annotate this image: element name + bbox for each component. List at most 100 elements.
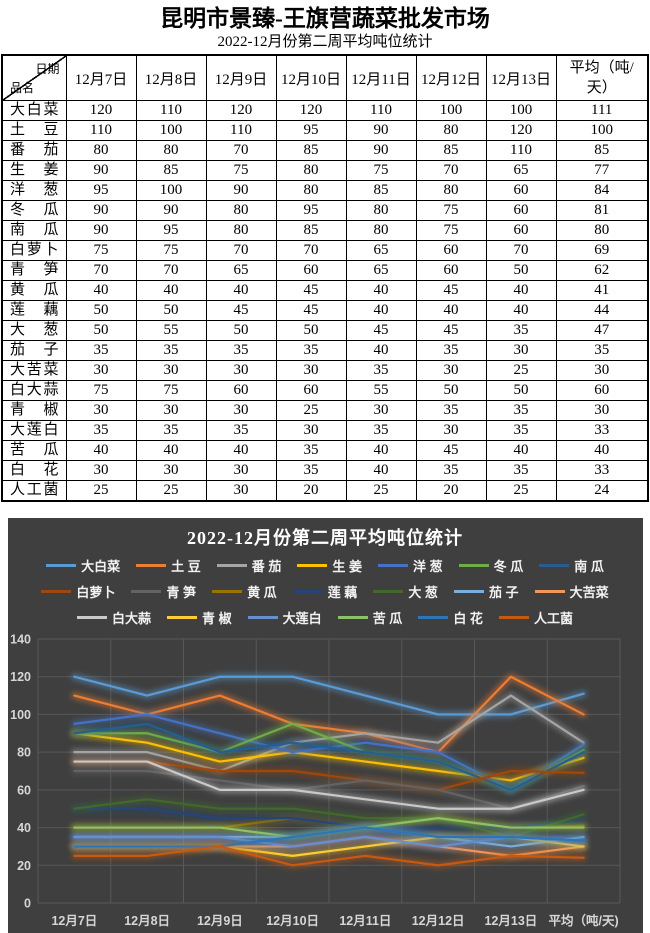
series-line bbox=[72, 845, 585, 867]
value-cell: 30 bbox=[415, 360, 487, 381]
legend-item: 番 茄 bbox=[216, 556, 281, 575]
column-header: 12月9日 bbox=[205, 54, 277, 101]
legend-line-swatch bbox=[216, 564, 247, 567]
value-cell: 30 bbox=[205, 460, 277, 481]
value-cell: 65 bbox=[485, 160, 557, 181]
tonnage-table: 日期 品名 12月7日 12月8日 12月9日 12月10日 12月11日 12月12日 1… bbox=[1, 54, 649, 502]
value-cell: 55 bbox=[345, 380, 417, 401]
value-cell: 95 bbox=[135, 220, 207, 241]
value-cell: 70 bbox=[415, 160, 487, 181]
table-row: 大白菜 120 110 120 120 110 100 100 111 bbox=[1, 100, 649, 121]
chart-plot-area: 0 20 40 60 80 100 120 140 12月7日 12月8日 12月9日 12月10日 1… bbox=[10, 633, 620, 928]
table-row: 白萝卜 75 75 70 70 65 60 70 69 bbox=[1, 240, 649, 261]
value-cell: 30 bbox=[485, 340, 557, 361]
x-axis-tick-label: 12月7日 bbox=[51, 914, 97, 928]
value-cell: 90 bbox=[65, 160, 137, 181]
value-cell: 60 bbox=[485, 220, 557, 241]
legend-row: 白大蒜 青 椒 大莲白 苦 瓜 白 花 人工菌 bbox=[69, 608, 581, 627]
value-cell: 47 bbox=[555, 320, 649, 341]
legend-label: 青 椒 bbox=[202, 611, 232, 626]
table-row: 冬瓜 90 90 80 95 80 75 60 81 bbox=[1, 200, 649, 221]
legend-line-swatch bbox=[247, 616, 278, 619]
column-header: 12月7日 bbox=[65, 54, 137, 101]
value-cell: 30 bbox=[555, 360, 649, 381]
value-cell: 35 bbox=[275, 340, 347, 361]
value-cell: 50 bbox=[415, 380, 487, 401]
value-cell: 45 bbox=[415, 320, 487, 341]
legend-line-swatch bbox=[458, 564, 489, 567]
value-cell: 35 bbox=[415, 460, 487, 481]
value-cell: 45 bbox=[345, 320, 417, 341]
value-cell: 35 bbox=[415, 340, 487, 361]
y-axis-tick-label: 140 bbox=[10, 633, 31, 647]
value-cell: 75 bbox=[135, 240, 207, 261]
value-cell: 35 bbox=[135, 340, 207, 361]
table-body: 大白菜 120 110 120 120 110 100 100 111 土豆 110 100 110 95… bbox=[1, 100, 649, 502]
value-cell: 70 bbox=[485, 240, 557, 261]
value-cell: 30 bbox=[345, 400, 417, 421]
value-cell: 40 bbox=[345, 300, 417, 321]
legend-item: 白萝卜 bbox=[41, 582, 115, 601]
value-cell: 41 bbox=[555, 280, 649, 301]
column-header: 12月8日 bbox=[135, 54, 207, 101]
value-cell: 69 bbox=[555, 240, 649, 261]
x-axis-tick-label: 12月13日 bbox=[484, 914, 537, 928]
value-cell: 35 bbox=[415, 400, 487, 421]
value-cell: 40 bbox=[345, 340, 417, 361]
value-cell: 35 bbox=[555, 340, 649, 361]
value-cell: 45 bbox=[415, 280, 487, 301]
value-cell: 50 bbox=[65, 300, 137, 321]
value-cell: 50 bbox=[65, 320, 137, 341]
legend-item: 黄 瓜 bbox=[212, 582, 277, 601]
value-cell: 40 bbox=[415, 300, 487, 321]
value-cell: 80 bbox=[415, 120, 487, 141]
legend-label: 莲 藕 bbox=[327, 585, 358, 600]
value-cell: 40 bbox=[485, 300, 557, 321]
value-cell: 62 bbox=[555, 260, 649, 281]
value-cell: 81 bbox=[555, 200, 649, 221]
column-header: 12月10日 bbox=[275, 54, 347, 101]
value-cell: 60 bbox=[275, 380, 347, 401]
series-line bbox=[72, 675, 585, 754]
row-name-cell: 大葱 bbox=[1, 320, 67, 341]
legend-item: 青 椒 bbox=[167, 608, 232, 627]
value-cell: 25 bbox=[485, 480, 557, 502]
value-cell: 50 bbox=[485, 380, 557, 401]
chart-legend: 大白菜土 豆番 茄生 姜洋 葱冬 瓜南 瓜白萝卜青 笋黄 瓜莲 藕大 葱茄 子大… bbox=[8, 556, 643, 627]
row-name-cell: 南瓜 bbox=[1, 220, 67, 241]
table-row: 大苦菜 30 30 30 30 35 30 25 30 bbox=[1, 360, 649, 381]
legend-line-swatch bbox=[292, 590, 323, 593]
legend-line-swatch bbox=[534, 590, 565, 593]
value-cell: 40 bbox=[345, 440, 417, 461]
value-cell: 30 bbox=[135, 400, 207, 421]
legend-label: 南 瓜 bbox=[574, 559, 604, 574]
value-cell: 44 bbox=[555, 300, 649, 321]
x-axis-tick-label: 12月11日 bbox=[339, 914, 391, 928]
value-cell: 45 bbox=[275, 280, 347, 301]
value-cell: 90 bbox=[65, 200, 137, 221]
value-cell: 85 bbox=[345, 180, 417, 201]
row-name-cell: 生姜 bbox=[1, 160, 67, 181]
value-cell: 77 bbox=[555, 160, 649, 181]
value-cell: 35 bbox=[485, 460, 557, 481]
value-cell: 35 bbox=[275, 460, 347, 481]
legend-line-swatch bbox=[131, 590, 162, 593]
value-cell: 60 bbox=[415, 240, 487, 261]
value-cell: 30 bbox=[275, 360, 347, 381]
legend-label: 生 姜 bbox=[332, 559, 362, 574]
series-line bbox=[72, 826, 585, 848]
value-cell: 50 bbox=[205, 320, 277, 341]
value-cell: 100 bbox=[485, 100, 557, 121]
legend-row: 白萝卜 青 笋 黄 瓜 莲 藕 大 葱 茄 子 大苦菜 bbox=[33, 582, 616, 601]
value-cell: 90 bbox=[135, 200, 207, 221]
y-axis-tick-label: 60 bbox=[17, 783, 31, 797]
y-axis-tick-label: 0 bbox=[24, 897, 31, 911]
legend-label: 大白菜 bbox=[81, 559, 121, 574]
legend-label: 白 花 bbox=[453, 611, 483, 626]
x-axis-tick-label: 12月9日 bbox=[196, 914, 242, 928]
value-cell: 50 bbox=[275, 320, 347, 341]
value-cell: 120 bbox=[275, 100, 347, 121]
legend-line-swatch bbox=[539, 564, 570, 567]
value-cell: 35 bbox=[275, 440, 347, 461]
chart-title: 2022-12月份第二周平均吨位统计 bbox=[187, 528, 463, 548]
